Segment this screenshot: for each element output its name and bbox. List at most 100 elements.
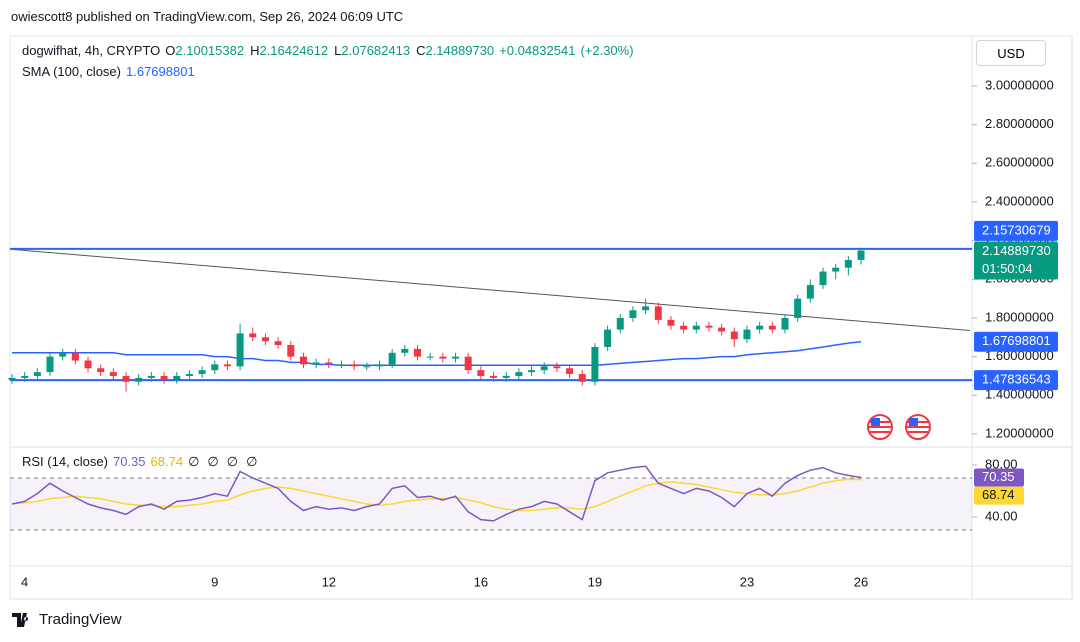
- rsi-badge: [974, 486, 1024, 505]
- frame: [9, 35, 1073, 600]
- brand: TradingView: [39, 611, 122, 628]
- ohlc-item: H 2.16424612: [250, 43, 328, 58]
- y-tick-label: 1.80000000: [985, 309, 1054, 324]
- candle-body: [705, 325, 713, 328]
- ohlc-item: O 2.10015382: [165, 43, 244, 58]
- candle-body: [59, 352, 67, 357]
- candle-body: [680, 325, 688, 330]
- candle-body: [730, 331, 738, 340]
- change-pct: (+2.30%): [580, 43, 634, 58]
- candle-body: [122, 375, 130, 382]
- line: [11, 465, 862, 522]
- candle-body: [477, 370, 485, 376]
- candle-body: [515, 372, 523, 376]
- candle-body: [223, 364, 231, 367]
- y-tick-label: 3.00000000: [985, 77, 1054, 92]
- rsi-ma-value: 68.74: [150, 454, 184, 469]
- candle-body: [8, 377, 16, 380]
- candle-body: [768, 325, 776, 330]
- candle-body: [147, 375, 155, 378]
- candle-body: [642, 306, 650, 311]
- last-price-label: 2.14889730: [982, 243, 1051, 258]
- rsi-extra: ∅: [226, 454, 239, 469]
- candle-body: [426, 356, 434, 358]
- price-badge: [974, 370, 1058, 391]
- candle-body: [198, 370, 206, 375]
- candle-body: [781, 317, 789, 330]
- x-tick-label: 9: [211, 574, 218, 589]
- rsi-extra: ∅: [188, 454, 200, 469]
- ohlc-value: 2.10015382: [175, 43, 245, 58]
- y-tick-label: 2.40000000: [985, 193, 1054, 208]
- candle-body: [363, 366, 371, 368]
- candle-body: [97, 368, 105, 373]
- candle-body: [46, 356, 54, 373]
- ohlc-item: C 2.14889730: [416, 43, 494, 58]
- candle-body: [692, 325, 700, 330]
- candle-body: [616, 317, 624, 330]
- flag: [867, 414, 893, 440]
- rsi-name[interactable]: RSI (14, close): [22, 454, 108, 469]
- ohlc-label: H: [250, 43, 260, 58]
- x-tick-label: 23: [740, 574, 754, 589]
- candle-body: [325, 362, 333, 365]
- candle-body: [312, 362, 320, 365]
- candle-body: [173, 375, 181, 380]
- candle-body: [299, 356, 307, 365]
- symbol-legend: dogwifhat, 4h, CRYPTO O 2.10015382 H 2.1642…: [22, 43, 634, 58]
- price-badge-label: 1.47836543: [982, 372, 1051, 387]
- rsi-extra: ∅: [246, 454, 258, 469]
- ohlc-value: 2.07682413: [341, 43, 411, 58]
- ohlc-item: L 2.07682413: [334, 43, 410, 58]
- candle-body: [794, 298, 802, 318]
- candle-body: [490, 375, 498, 378]
- price-badge-label: 2.15730679: [982, 222, 1051, 237]
- candle-body: [249, 333, 257, 338]
- ohlc-label: C: [416, 43, 426, 58]
- candle-body: [274, 341, 282, 346]
- ohlc-label: L: [334, 43, 342, 58]
- candle-body: [528, 370, 536, 373]
- flag: [905, 414, 931, 440]
- sma-badge: [974, 331, 1058, 352]
- candle-body: [806, 285, 814, 299]
- rsi-value: 70.35: [112, 454, 146, 469]
- symbol[interactable]: dogwifhat, 4h, CRYPTO: [22, 43, 161, 58]
- candle-body: [414, 348, 422, 357]
- last-price-badge: [974, 241, 1058, 280]
- candle-body: [819, 271, 827, 286]
- x-tick-label: 26: [854, 574, 868, 589]
- candle-body: [401, 348, 409, 353]
- countdown: 01:50:04: [982, 261, 1033, 276]
- candle-body: [135, 377, 143, 382]
- logo: [12, 612, 29, 627]
- candle-body: [667, 319, 675, 326]
- y-tick-label: 1.60000000: [985, 348, 1054, 363]
- y-tick-label: 2.60000000: [985, 155, 1054, 170]
- candle-body: [832, 267, 840, 272]
- candle-body: [464, 356, 472, 371]
- candle-body: [185, 374, 193, 376]
- candle-body: [21, 375, 29, 378]
- candle-body: [109, 372, 117, 376]
- line: [12, 341, 862, 367]
- ohlc-value: 2.14889730: [425, 43, 495, 58]
- candle-body: [287, 345, 295, 357]
- currency-button[interactable]: USD: [976, 40, 1046, 66]
- candle-body: [654, 306, 662, 320]
- candle-body: [439, 356, 447, 359]
- candle-body: [211, 364, 219, 371]
- candle-body: [591, 346, 599, 382]
- rsi-badge-label: 68.74: [982, 487, 1015, 502]
- ohlc: O 2.10015382 H 2.16424612 L 2.07682413 C 2.1488…: [165, 43, 494, 58]
- candle-body: [553, 366, 561, 369]
- candle-body: [756, 325, 764, 330]
- candle-body: [743, 329, 751, 340]
- sma-name[interactable]: SMA (100, close): [22, 64, 121, 79]
- candle-body: [388, 352, 396, 365]
- candle-body: [718, 327, 726, 332]
- price-badge: [974, 220, 1058, 241]
- ohlc-value: 2.16424612: [259, 43, 329, 58]
